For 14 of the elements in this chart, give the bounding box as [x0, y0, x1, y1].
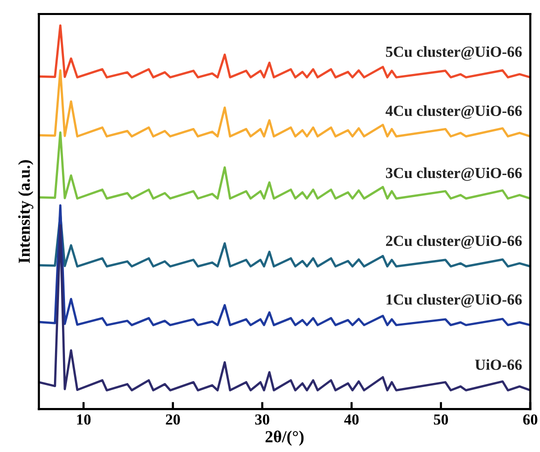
series-label: 3Cu cluster@UiO-66 — [386, 167, 522, 181]
series-label: 1Cu cluster@UiO-66 — [386, 294, 522, 308]
series-label: 4Cu cluster@UiO-66 — [386, 105, 522, 119]
x-axis-title: 2θ/(°) — [266, 430, 304, 446]
x-tick-label: 30 — [255, 414, 270, 425]
x-tick-label: 60 — [523, 414, 538, 425]
y-axis-title: Intensity (a.u.) — [18, 160, 34, 264]
x-tick-label: 10 — [77, 414, 91, 425]
series-label: 5Cu cluster@UiO-66 — [386, 46, 522, 60]
series-label: 2Cu cluster@UiO-66 — [386, 235, 522, 249]
x-tick-label: 20 — [166, 414, 180, 425]
x-tick-label: 40 — [344, 414, 359, 425]
series-label: UiO-66 — [475, 359, 522, 370]
x-tick-label: 50 — [434, 414, 448, 425]
